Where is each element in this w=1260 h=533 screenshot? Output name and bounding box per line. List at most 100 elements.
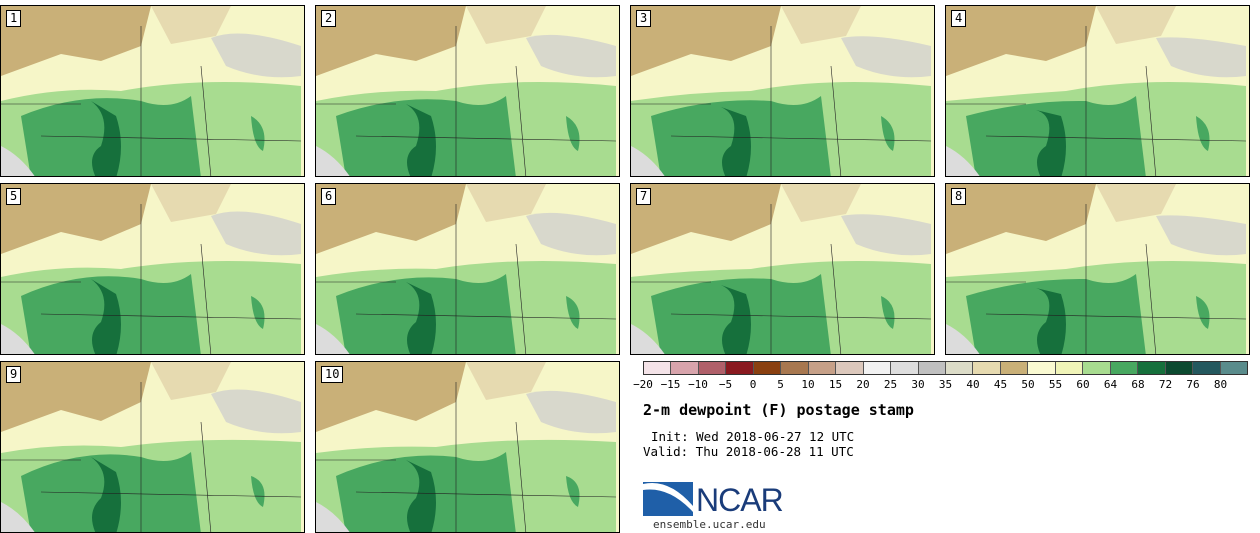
dewpoint-map [316,6,619,176]
map-field-shape [316,26,617,176]
colorbar-tick-label: 10 [801,378,815,391]
colorbar-bin [1055,362,1084,374]
map-field-shape [151,6,231,44]
member-panel-7: 7 [630,183,935,355]
colorbar-tick-label: 68 [1131,378,1145,391]
map-field-shape [1156,37,1246,78]
valid-time: Valid: Thu 2018-06-28 11 UTC [643,444,854,459]
colorbar-bin [973,362,1001,374]
map-field-shape [1,204,302,354]
map-field-shape [1156,215,1246,256]
map-field-shape [781,184,861,222]
colorbar-tick-label: 40 [966,378,980,391]
map-field-shape [1,146,35,176]
map-field-shape [251,116,265,151]
map-field-shape [841,214,931,256]
member-label: 1 [6,10,22,27]
map-field-shape [721,107,751,176]
member-label: 6 [321,188,337,205]
colorbar-bin [1083,362,1111,374]
dewpoint-map [1,362,304,532]
ncar-swoosh-icon [643,482,693,516]
map-field-shape [721,285,751,354]
map-field-shape [631,6,781,76]
map-field-shape [946,184,1096,254]
colorbar-tick-label: −15 [660,378,681,391]
colorbar-tick-label: 15 [828,378,843,391]
member-panel-10: 10 [315,361,620,533]
map-field-shape [316,146,350,176]
colorbar-tick-label: 25 [883,378,898,391]
colorbar-tick-label: 30 [911,378,925,391]
site-url: ensemble.ucar.edu [653,518,766,531]
map-field-shape [91,101,121,176]
map-field-shape [1,362,151,432]
colorbar-bin [1220,362,1247,374]
colorbar-tick-label: 45 [993,378,1008,391]
member-label: 10 [321,366,344,383]
map-field-shape [631,204,932,354]
map-field-shape [211,33,301,78]
map-field-shape [566,476,580,507]
member-panel-2: 2 [315,5,620,177]
colorbar-tick-label: 20 [856,378,870,391]
member-panel-6: 6 [315,183,620,355]
map-field-shape [1,324,35,354]
colorbar-tick-label: −5 [718,378,733,391]
colorbar-bin [891,362,919,374]
member-panel-5: 5 [0,183,305,355]
map-field-shape [466,184,546,222]
map-field-shape [1196,296,1210,329]
map-field-shape [526,390,616,434]
member-label: 3 [636,10,652,27]
map-field-shape [466,6,546,44]
colorbar-bin [863,362,892,374]
map-field-shape [1096,6,1176,44]
map-field-shape [316,502,350,532]
member-panel-3: 3 [630,5,935,177]
member-panel-1: 1 [0,5,305,177]
map-field-shape [881,116,895,151]
init-time: Init: Wed 2018-06-27 12 UTC [651,429,855,444]
member-label: 4 [951,10,967,27]
colorbar-tick-label: 60 [1076,378,1090,391]
map-field-shape [946,146,980,176]
colorbar-bin [781,362,809,374]
map-field-shape [566,296,580,329]
map-field-shape [1,382,302,532]
plot-title: 2-m dewpoint (F) postage stamp [643,401,914,419]
map-field-shape [1,6,151,76]
member-label: 7 [636,188,652,205]
map-field-shape [1096,184,1176,222]
map-field-shape [151,362,231,400]
map-field-shape [406,282,436,354]
colorbar-tick-label: 35 [938,378,953,391]
map-field-shape [151,184,231,222]
ncar-logo-text: NCAR [696,482,784,518]
colorbar-tick-label: 80 [1213,378,1228,391]
colorbar-bin [1110,362,1139,374]
colorbar-bin [808,362,837,374]
colorbar-bin [945,362,974,374]
colorbar-tick-label: 0 [749,378,757,391]
colorbar [643,361,1248,375]
colorbar-tick-label: 64 [1103,378,1118,391]
map-field-shape [406,104,436,176]
map-field-shape [251,476,265,507]
member-label: 5 [6,188,22,205]
dewpoint-map [946,184,1249,354]
map-field-shape [316,382,617,532]
map-field-shape [566,116,580,151]
dewpoint-map [1,184,304,354]
map-field-shape [466,362,546,400]
map-field-shape [1,502,35,532]
dewpoint-map [946,6,1249,176]
colorbar-bin [753,362,782,374]
colorbar-bin [726,362,754,374]
colorbar-bin [644,362,672,374]
map-field-shape [946,6,1096,76]
member-panel-9: 9 [0,361,305,533]
colorbar-bin [1138,362,1166,374]
map-field-shape [781,6,861,44]
member-label: 2 [321,10,337,27]
